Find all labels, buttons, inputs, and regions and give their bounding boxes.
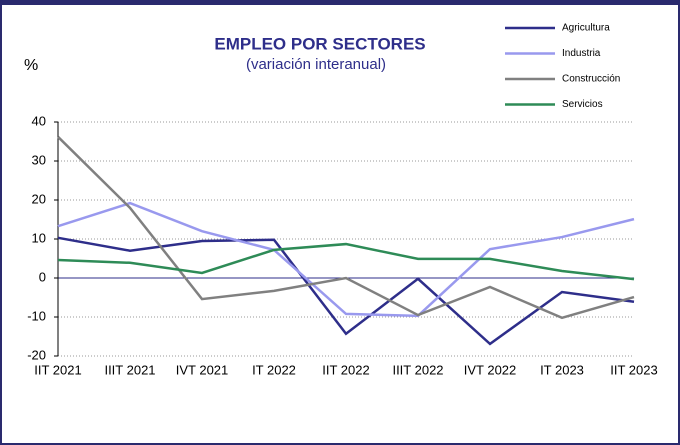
x-tick-label: IVT 2021 — [176, 362, 229, 377]
x-tick-label: IIT 2022 — [322, 362, 369, 377]
top-bar — [0, 0, 680, 5]
x-tick-label: IT 2023 — [540, 362, 584, 377]
y-tick-label: -20 — [27, 347, 46, 362]
chart-title: EMPLEO POR SECTORES — [214, 34, 425, 53]
legend-label: Agricultura — [562, 23, 610, 34]
legend-label: Industria — [562, 48, 601, 59]
x-tick-label: IIT 2023 — [610, 362, 657, 377]
x-tick-label: IT 2022 — [252, 362, 296, 377]
legend-label: Servicios — [562, 99, 603, 110]
series-line — [57, 242, 635, 281]
series-line — [57, 135, 635, 320]
y-tick-label: 30 — [32, 152, 46, 167]
y-tick-label: 10 — [32, 230, 46, 245]
legend-label: Construcción — [562, 74, 620, 85]
x-tick-label: IIIT 2022 — [392, 362, 443, 377]
y-tick-label: 20 — [32, 191, 46, 206]
series-line — [57, 236, 635, 346]
chart-subtitle: (variación interanual) — [246, 56, 386, 73]
x-tick-label: IIIT 2021 — [104, 362, 155, 377]
x-tick-label: IVT 2022 — [464, 362, 517, 377]
y-tick-label: -10 — [27, 308, 46, 323]
x-tick-label: IIT 2021 — [34, 362, 81, 377]
y-tick-label: 0 — [39, 269, 46, 284]
y-axis-label: % — [24, 57, 38, 74]
y-tick-label: 40 — [32, 113, 46, 128]
series-line — [57, 201, 635, 318]
